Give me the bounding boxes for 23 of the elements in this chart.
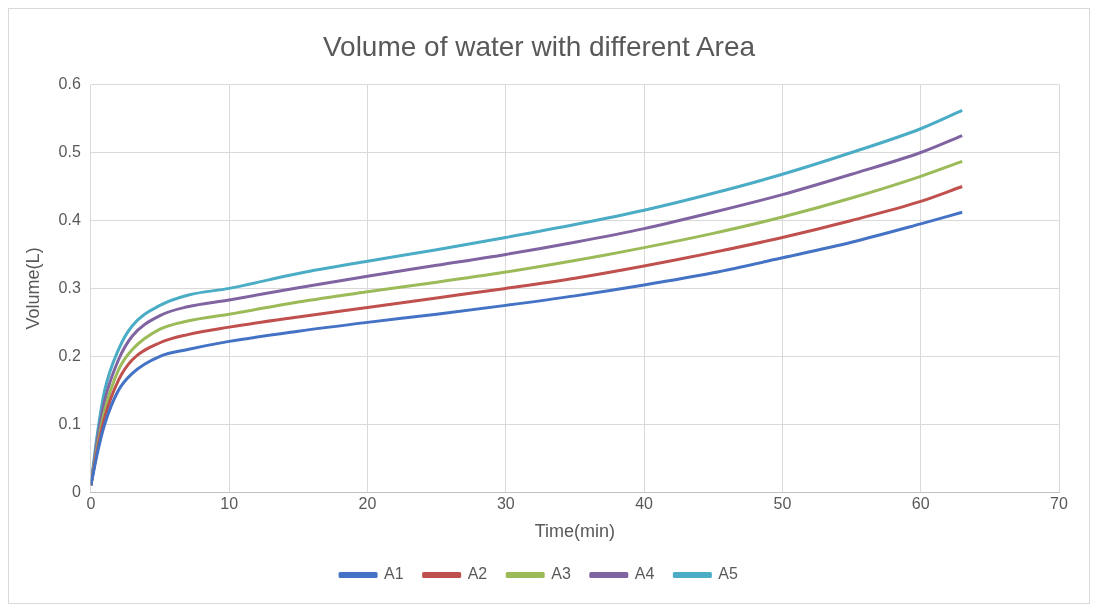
legend-label: A4 [634, 565, 655, 583]
y-tick-label: 0.2 [58, 346, 81, 364]
legend-label: A2 [467, 565, 488, 583]
x-tick-label: 70 [1050, 495, 1068, 513]
legend-label: A1 [384, 565, 404, 583]
x-tick-label: 50 [773, 495, 792, 513]
legend-label: A5 [718, 565, 739, 583]
x-tick-label: 40 [635, 495, 654, 513]
y-tick-label: 0.1 [58, 414, 81, 432]
y-axis-title: Volume(L) [22, 247, 43, 330]
y-tick-label: 0.3 [58, 278, 81, 296]
y-tick-label: 0.5 [58, 142, 81, 160]
x-axis-title: Time(min) [534, 521, 616, 542]
y-tick-label: 0 [71, 482, 81, 500]
y-tick-label: 0.4 [58, 210, 81, 228]
x-tick-label: 60 [911, 495, 930, 513]
chart-title: Volume of water with different Area [322, 30, 756, 62]
legend-label: A3 [551, 565, 571, 583]
x-tick-label: 0 [86, 495, 96, 513]
x-tick-label: 30 [496, 495, 515, 513]
x-tick-label: 20 [358, 495, 377, 513]
y-tick-label: 0.6 [58, 75, 81, 93]
x-tick-label: 10 [220, 495, 239, 513]
